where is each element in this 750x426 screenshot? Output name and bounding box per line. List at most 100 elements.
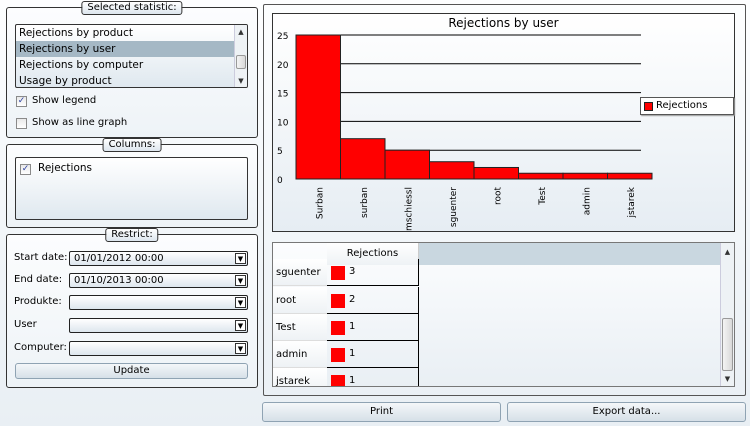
- y-tick-label: 25: [277, 32, 288, 42]
- chart-legend: Rejections: [640, 97, 734, 115]
- x-tick-label: sguenter: [449, 187, 459, 227]
- value-cell: [327, 368, 419, 386]
- show-line-graph-checkbox[interactable]: [16, 118, 27, 129]
- bar: [384, 149, 430, 180]
- user-label: User: [14, 319, 37, 330]
- x-tick-label: root: [493, 187, 503, 206]
- table-row[interactable]: Test 1: [273, 314, 419, 341]
- row-value: 3: [349, 266, 356, 277]
- chart-svg: 0 5 10 15 20 25 Surban surban mschiessl sguenter r…: [277, 32, 653, 231]
- row-value: 1: [349, 348, 356, 359]
- value-swatch: [331, 294, 345, 308]
- columns-panel: Columns: ✓ Rejections: [6, 138, 258, 228]
- bar: [340, 138, 386, 180]
- statistic-item[interactable]: Usage by product: [19, 75, 112, 87]
- table-row[interactable]: root 2: [273, 287, 419, 314]
- rejections-column-label: Rejections: [38, 162, 93, 174]
- scroll-thumb[interactable]: [236, 55, 246, 69]
- scroll-down-icon[interactable]: ▼: [238, 77, 244, 85]
- bar: [607, 172, 653, 180]
- computer-label: Computer:: [14, 342, 67, 353]
- scroll-thumb[interactable]: [722, 318, 733, 371]
- scroll-down-icon[interactable]: ▼: [724, 375, 731, 383]
- start-date-label: Start date:: [14, 252, 68, 263]
- bar: [429, 161, 475, 180]
- panel-title: Restrict:: [105, 228, 159, 242]
- statistic-scrollbar[interactable]: ▲ ▼: [234, 25, 247, 87]
- statistic-item[interactable]: Rejections by computer: [19, 59, 144, 71]
- bar: [473, 166, 519, 180]
- dropdown-arrow-icon[interactable]: ▼: [235, 297, 246, 308]
- bar: [295, 34, 341, 180]
- value-cell: [327, 259, 419, 286]
- value-cell: [327, 341, 419, 368]
- show-legend-checkbox[interactable]: ✓: [16, 96, 27, 107]
- legend-swatch: [644, 102, 653, 111]
- table-row[interactable]: jstarek 1: [273, 368, 419, 387]
- start-date-value: 01/01/2012 00:00: [74, 253, 164, 264]
- row-name: Test: [276, 322, 296, 333]
- chart-title: Rejections by user: [448, 16, 559, 30]
- selected-statistic-panel: Selected statistic: Rejections by produc…: [6, 1, 258, 138]
- produkte-select[interactable]: ▼: [69, 295, 248, 310]
- restrict-panel: Restrict: Start date: 01/01/2012 00:00 ▼ …: [6, 228, 258, 388]
- value-swatch: [331, 375, 345, 386]
- x-tick-label: Test: [538, 187, 548, 206]
- rejections-column-checkbox[interactable]: ✓: [20, 164, 31, 175]
- value-cell: [327, 314, 419, 341]
- row-header: [273, 341, 327, 368]
- row-header: [273, 314, 327, 341]
- computer-select[interactable]: ▼: [69, 341, 248, 356]
- statistic-list[interactable]: Rejections by product Rejections by user…: [15, 24, 248, 88]
- bar: [562, 172, 608, 180]
- update-button[interactable]: Update: [15, 363, 248, 379]
- user-select[interactable]: ▼: [69, 318, 248, 333]
- row-header: [273, 259, 327, 286]
- row-value: 1: [349, 321, 356, 332]
- dropdown-arrow-icon[interactable]: ▼: [235, 343, 246, 354]
- data-table: Rejections sguenter 3 root 2 Test 1 admi…: [272, 242, 735, 387]
- statistic-item[interactable]: Rejections by product: [19, 27, 133, 39]
- bar: [518, 172, 564, 180]
- columns-list: ✓ Rejections: [15, 157, 248, 220]
- dropdown-arrow-icon[interactable]: ▼: [235, 275, 246, 286]
- row-name: root: [276, 295, 297, 306]
- dropdown-arrow-icon[interactable]: ▼: [235, 320, 246, 331]
- row-value: 2: [349, 294, 356, 305]
- row-header: [273, 287, 327, 314]
- row-name: admin: [276, 349, 308, 360]
- column-header-rejections[interactable]: Rejections: [327, 243, 419, 265]
- table-scrollbar[interactable]: ▲ ▼: [720, 243, 734, 386]
- y-tick-label: 0: [277, 176, 283, 186]
- statistic-item[interactable]: Rejections by user: [16, 41, 247, 57]
- start-date-field[interactable]: 01/01/2012 00:00 ▼: [69, 251, 248, 266]
- scroll-up-icon[interactable]: ▲: [724, 248, 731, 256]
- y-tick-label: 20: [277, 61, 289, 71]
- table-row[interactable]: sguenter 3: [273, 259, 419, 286]
- panel-title: Columns:: [102, 138, 162, 152]
- legend-label: Rejections: [656, 100, 708, 111]
- value-swatch: [331, 321, 345, 335]
- row-header: [273, 368, 327, 386]
- produkte-label: Produkte:: [14, 296, 62, 307]
- row-name: jstarek: [276, 376, 310, 387]
- panel-title: Selected statistic:: [81, 1, 183, 15]
- row-value: 1: [349, 375, 356, 386]
- x-tick-label: mschiessl: [404, 187, 414, 231]
- dropdown-arrow-icon[interactable]: ▼: [235, 253, 246, 264]
- y-tick-label: 5: [277, 147, 283, 157]
- show-legend-label: Show legend: [32, 95, 97, 106]
- scroll-up-icon[interactable]: ▲: [238, 28, 244, 36]
- y-tick-label: 10: [277, 118, 289, 128]
- print-button[interactable]: Print: [262, 402, 501, 422]
- y-tick-label: 15: [277, 90, 288, 100]
- end-date-field[interactable]: 01/10/2013 00:00 ▼: [69, 273, 248, 288]
- table-row[interactable]: admin 1: [273, 341, 419, 368]
- export-data-button[interactable]: Export data...: [507, 402, 746, 422]
- end-date-value: 01/10/2013 00:00: [74, 275, 164, 286]
- bar-chart: 0 5 10 15 20 25 Surban surban mschiessl sguenter r…: [272, 13, 735, 232]
- x-tick-label: Surban: [315, 187, 325, 219]
- x-tick-label: jstarek: [627, 186, 637, 218]
- row-name: sguenter: [276, 267, 321, 278]
- x-tick-label: admin: [582, 187, 592, 215]
